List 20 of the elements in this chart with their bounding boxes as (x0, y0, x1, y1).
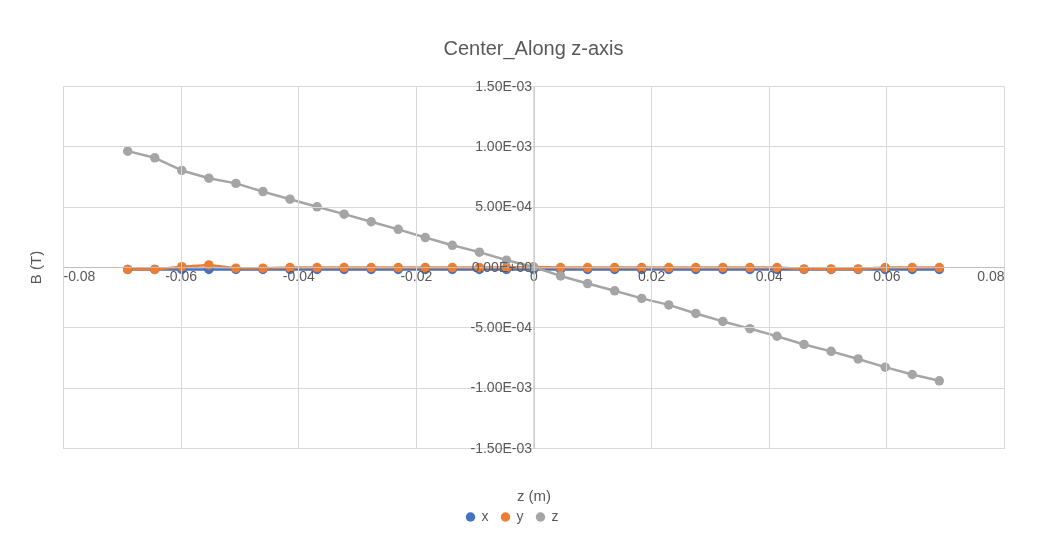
y-tick-label: -1.00E-03 (470, 379, 533, 396)
x-tick-label: 0.04 (755, 267, 784, 284)
x-tick-label: -0.02 (400, 267, 433, 284)
x-tick-label: -0.08 (63, 267, 96, 284)
y-axis-title: B (T) (26, 250, 44, 285)
x-tick-label: -0.04 (282, 267, 315, 284)
y-tick-label: -5.00E-04 (470, 318, 533, 335)
x-tick-label: 0.08 (977, 267, 1005, 284)
x-tick-label: 0.02 (638, 267, 666, 284)
x-tick-label: 0.06 (873, 267, 901, 284)
legend-label: x (481, 508, 489, 524)
legend-label: z (551, 508, 559, 524)
y-tick-label: 5.00E-04 (475, 198, 533, 215)
chart-title: Center_Along z-axis (443, 37, 624, 60)
x-tick-label: -0.06 (165, 267, 198, 284)
y-tick-label: 1.50E-03 (475, 77, 533, 94)
x-axis-title: z (m) (516, 486, 552, 504)
y-tick-label: 1.00E-03 (475, 137, 533, 154)
legend-label: y (516, 508, 524, 524)
y-tick-label: -1.50E-03 (470, 439, 533, 456)
